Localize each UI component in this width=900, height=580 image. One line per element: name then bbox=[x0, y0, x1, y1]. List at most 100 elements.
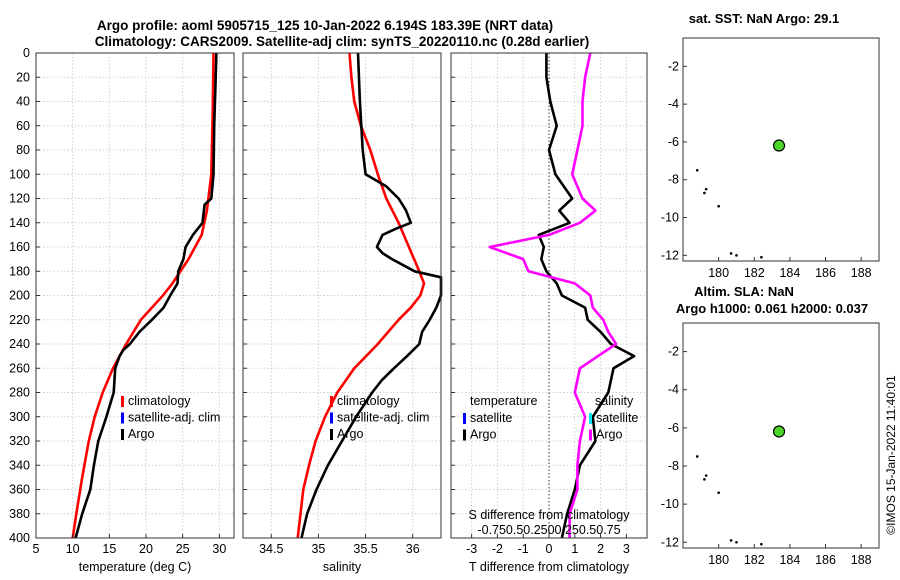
difference-legend-s-swatch bbox=[589, 413, 592, 424]
sst_map-xtick-label: 184 bbox=[779, 266, 800, 280]
temperature-ytick-label: 40 bbox=[16, 95, 30, 109]
sst_map-coast-dot bbox=[760, 255, 763, 259]
temperature-ytick-label: 160 bbox=[9, 240, 30, 254]
temperature-legend-swatch bbox=[121, 396, 124, 407]
sst_map-xtick-label: 188 bbox=[851, 266, 872, 280]
temperature-ytick-label: 80 bbox=[16, 143, 30, 157]
salinity-xtick-label: 34.5 bbox=[259, 542, 283, 556]
temperature-legend-swatch bbox=[121, 429, 124, 440]
sst_map-xtick-label: 186 bbox=[815, 266, 836, 280]
temperature-xtick-label: 5 bbox=[33, 542, 40, 556]
sla_map-xtick-label: 182 bbox=[744, 553, 765, 567]
imos-timestamp: ©IMOS 15-Jan-2022 11:40:01 bbox=[884, 375, 898, 535]
difference-xtick-label: -1 bbox=[518, 542, 529, 556]
sla_map-coast-dot bbox=[704, 474, 708, 477]
sst_map-ytick-label: -12 bbox=[661, 248, 679, 262]
difference-series-1 bbox=[488, 52, 618, 538]
sst_map-ytick-label: -4 bbox=[668, 97, 679, 111]
temperature-ytick-label: 340 bbox=[9, 458, 30, 472]
temperature-series-0 bbox=[71, 52, 215, 539]
salinity-xlabel: salinity bbox=[323, 560, 362, 574]
salinity-legend-entry: climatology bbox=[337, 394, 400, 408]
salinity-legend-swatch bbox=[330, 396, 333, 407]
sla_map-ytick-label: -2 bbox=[668, 345, 679, 359]
sla_map-xtick-label: 188 bbox=[851, 553, 872, 567]
sla_map-ytick-label: -12 bbox=[661, 535, 679, 549]
salinity-series-0 bbox=[296, 52, 426, 539]
temperature-ytick-label: 140 bbox=[9, 216, 30, 230]
difference-legend-t-swatch bbox=[463, 413, 466, 424]
temperature-ytick-label: 240 bbox=[9, 337, 30, 351]
sla_map-coast-dot bbox=[703, 478, 706, 481]
salinity-legend-entry: Argo bbox=[337, 427, 363, 441]
sst_map-xtick-label: 182 bbox=[744, 266, 765, 280]
temperature-ytick-label: 320 bbox=[9, 434, 30, 448]
difference-series-0 bbox=[537, 53, 636, 539]
sst_map-coast-dot bbox=[729, 252, 733, 255]
sst_map-coast-dot bbox=[735, 254, 738, 257]
difference-xtick-label: 2 bbox=[597, 542, 604, 556]
sst_map-frame bbox=[682, 37, 880, 262]
salinity-xtick-label: 35.5 bbox=[353, 542, 377, 556]
sst_map-panel: 180 182 184 186 188 -2 -4 -6 -8 -10 -12 bbox=[661, 37, 880, 280]
difference-legend-t-entry: satellite bbox=[470, 411, 512, 425]
difference-top-xlabel: S difference from climatology bbox=[469, 508, 631, 522]
temperature-ytick-label: 380 bbox=[9, 507, 30, 521]
sst_map-ytick-label: -6 bbox=[668, 135, 679, 149]
temperature-legend-entry: Argo bbox=[128, 427, 154, 441]
salinity-xtick-label: 35 bbox=[311, 542, 325, 556]
difference-xtick-label: 1 bbox=[571, 542, 578, 556]
sla-map-title-line1: Altim. SLA: NaN bbox=[694, 284, 794, 299]
temperature-legend-entry: satellite-adj. clim bbox=[128, 411, 220, 425]
sst_map-coast-dot bbox=[717, 204, 720, 208]
difference-xtick-label: 0 bbox=[546, 542, 553, 556]
sla_map-argo-marker bbox=[772, 425, 786, 438]
temperature-xtick-label: 15 bbox=[102, 542, 116, 556]
difference-legend-t-swatch bbox=[463, 429, 466, 441]
sst_map-coast-dot bbox=[703, 191, 706, 195]
temperature-ytick-label: 400 bbox=[9, 531, 30, 545]
temperature-series-1 bbox=[74, 52, 218, 539]
sla_map-ytick-label: -8 bbox=[668, 459, 679, 473]
difference-panel: -3 -2 -1 0 1 2 3 T difference from climatology t… bbox=[450, 52, 648, 574]
sst-map-title: sat. SST: NaN Argo: 29.1 bbox=[689, 11, 840, 26]
sst_map-ytick-label: -10 bbox=[661, 211, 679, 225]
salinity-legend-swatch bbox=[330, 412, 333, 424]
temperature-xtick-label: 20 bbox=[139, 542, 153, 556]
sst_map-xtick-label: 180 bbox=[708, 266, 729, 280]
difference-legend-s-swatch bbox=[589, 429, 592, 441]
sla_map-coast-dot bbox=[729, 539, 733, 542]
sst_map-ytick-label: -8 bbox=[668, 173, 679, 187]
temperature-ytick-label: 120 bbox=[9, 192, 30, 206]
sst_map-coast-dot bbox=[695, 168, 699, 172]
difference-xtick-label: -2 bbox=[492, 542, 503, 556]
temperature-ytick-label: 20 bbox=[16, 70, 30, 84]
sla_map-xtick-label: 180 bbox=[708, 553, 729, 567]
difference-xtick-label: 3 bbox=[623, 542, 630, 556]
temperature-panel: 5 10 15 20 25 3002040608010012014016018020022… bbox=[9, 46, 235, 574]
difference-legend-t-entry: Argo bbox=[470, 428, 496, 442]
difference-xlabel: T difference from climatology bbox=[469, 560, 630, 574]
sla_map-coast-dot bbox=[735, 540, 738, 544]
salinity-legend-entry: satellite-adj. clim bbox=[337, 411, 429, 425]
salinity-panel: 34.5 35 35.5 36 salinity climatology satellite… bbox=[242, 52, 443, 574]
sla-map-title-line2: Argo h1000: 0.061 h2000: 0.037 bbox=[676, 301, 868, 316]
sla_map-xtick-label: 186 bbox=[815, 553, 836, 567]
sla_map-ytick-label: -6 bbox=[668, 421, 679, 435]
temperature-xtick-label: 10 bbox=[66, 542, 80, 556]
sst_map-ytick-label: -2 bbox=[668, 59, 679, 73]
sla_map-ytick-label: -4 bbox=[668, 383, 679, 397]
difference-xtick-label: -3 bbox=[466, 542, 477, 556]
figure-title-line2: Climatology: CARS2009. Satellite-adj cli… bbox=[95, 34, 589, 49]
salinity-legend-swatch bbox=[330, 429, 333, 440]
temperature-ytick-label: 360 bbox=[9, 483, 30, 497]
difference-legend-title-t: temperature bbox=[470, 394, 537, 408]
sla_map-xtick-label: 184 bbox=[779, 553, 800, 567]
difference-legend-s-entry: satellite bbox=[596, 411, 638, 425]
temperature-ytick-label: 260 bbox=[9, 361, 30, 375]
sla_map-coast-dot bbox=[717, 491, 720, 495]
sla_map-panel: 180 182 184 186 188 -2 -4 -6 -8 -10 -12 bbox=[661, 322, 880, 567]
sla_map-frame bbox=[682, 322, 880, 549]
temperature-ytick-label: 280 bbox=[9, 386, 30, 400]
temperature-ytick-label: 300 bbox=[9, 410, 30, 424]
